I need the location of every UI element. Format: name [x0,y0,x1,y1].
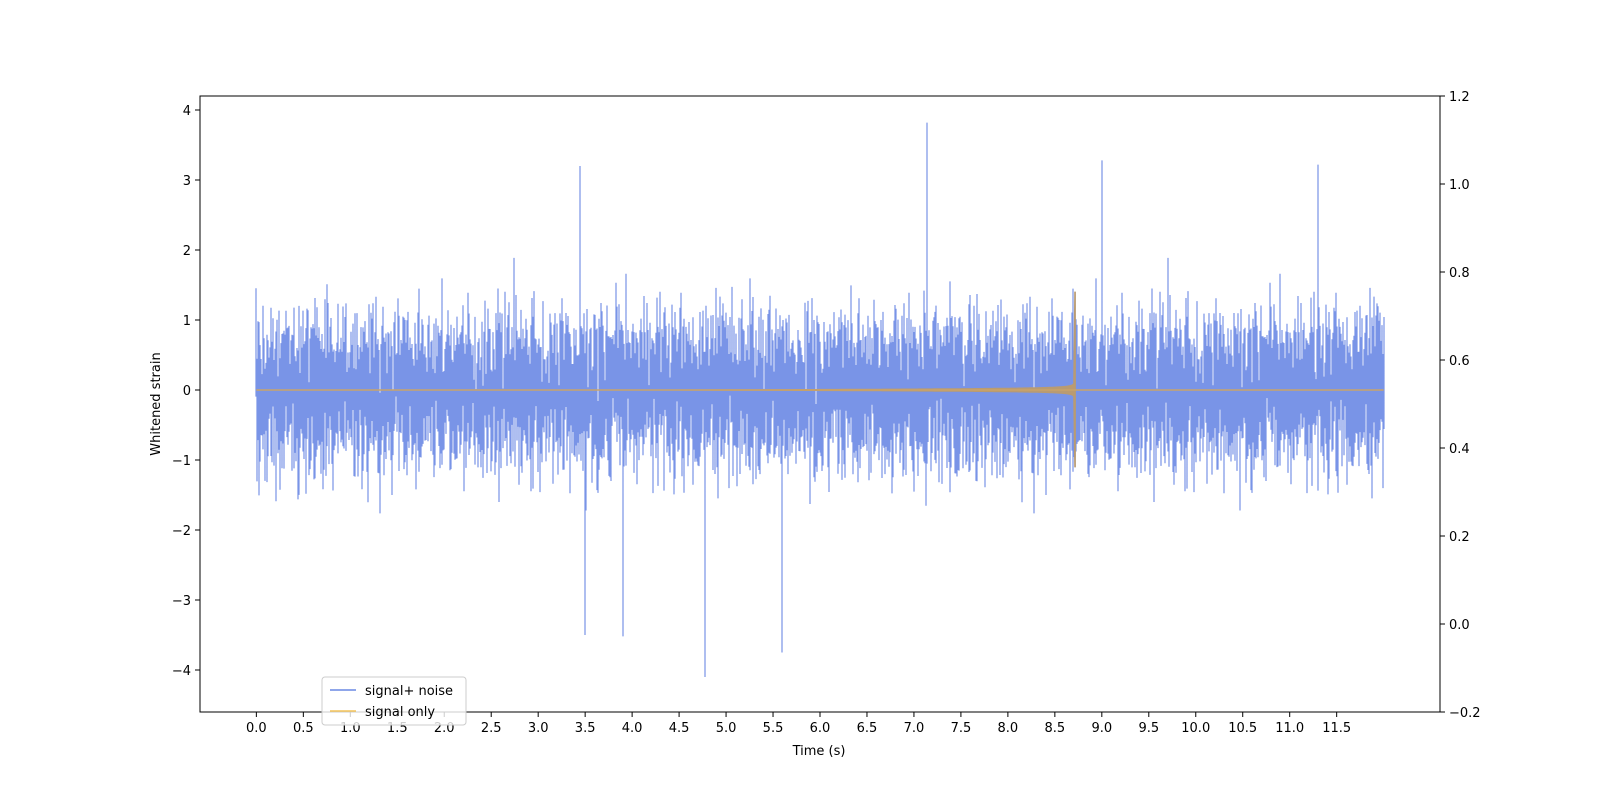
x-tick-label: 10.0 [1181,721,1210,736]
y2-tick-label: 1.2 [1449,90,1470,105]
series-signal-noise [255,122,1385,677]
x-tick-label: 3.5 [575,721,596,736]
x-tick-label: 9.0 [1091,721,1112,736]
plot-area [255,122,1385,677]
y2-tick-label: 0.8 [1449,266,1470,281]
y-tick-label: 3 [183,174,191,189]
y-tick-label: −1 [172,454,191,469]
x-tick-label: 8.5 [1045,721,1066,736]
y-tick-label: −4 [172,664,191,679]
y2-tick-label: 0.0 [1449,618,1470,633]
y-tick-label: −2 [172,524,191,539]
y-axis-label: Whitened strain [149,352,164,455]
x-tick-label: 6.0 [810,721,831,736]
x-axis-label: Time (s) [792,744,846,759]
x-tick-label: 6.5 [857,721,878,736]
x-tick-label: 9.5 [1138,721,1159,736]
x-tick-label: 2.5 [481,721,502,736]
y-tick-label: 0 [183,384,191,399]
y-axis: 4 3 2 1 0 −1 −2 −3 −4 [172,104,200,679]
x-tick-label: 11.5 [1322,721,1351,736]
x-tick-label: 0.0 [246,721,267,736]
x-axis: 0.0 0.5 1.0 1.5 2.0 2.5 3.0 3.5 4.0 4.5 5.0 5.5 6.0 6… [246,712,1351,736]
x-tick-label: 11.0 [1275,721,1304,736]
x-tick-label: 5.5 [763,721,784,736]
y2-axis: 1.2 1.0 0.8 0.6 0.4 0.2 0.0 −0.2 [1440,90,1481,721]
y2-tick-label: 0.2 [1449,530,1470,545]
x-tick-label: 0.5 [293,721,314,736]
y-tick-label: 1 [183,314,191,329]
x-tick-label: 7.0 [904,721,925,736]
legend-label: signal only [365,705,435,720]
x-tick-label: 7.5 [951,721,972,736]
legend-label: signal+ noise [365,684,453,699]
x-tick-label: 8.0 [998,721,1019,736]
legend: signal+ noise signal only [321,676,467,726]
y-tick-label: 4 [183,104,191,119]
y2-tick-label: 0.4 [1449,442,1470,457]
x-tick-label: 4.0 [622,721,643,736]
y2-tick-label: 0.6 [1449,354,1470,369]
y-tick-label: 2 [183,244,191,259]
x-tick-label: 10.5 [1228,721,1257,736]
x-tick-label: 3.0 [528,721,549,736]
legend-box [321,676,467,726]
x-tick-label: 5.0 [716,721,737,736]
y-tick-label: −3 [172,594,191,609]
x-tick-label: 4.5 [669,721,690,736]
y2-tick-label: 1.0 [1449,178,1470,193]
y2-tick-label: −0.2 [1449,706,1481,721]
